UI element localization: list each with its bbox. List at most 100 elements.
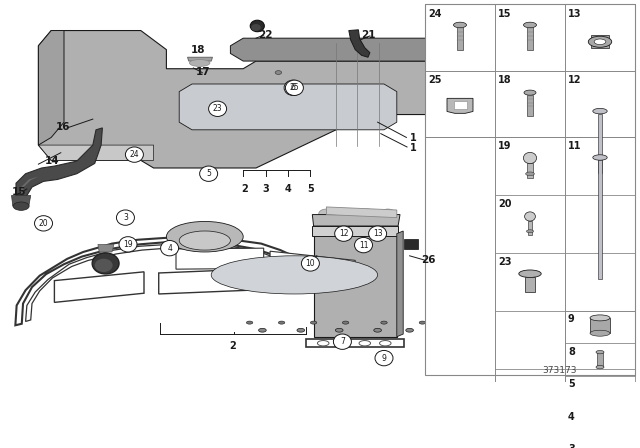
Text: 1: 1 — [410, 143, 417, 153]
Text: 20: 20 — [498, 199, 511, 209]
Ellipse shape — [593, 155, 607, 160]
Text: 18: 18 — [191, 45, 205, 55]
Polygon shape — [26, 244, 351, 322]
Polygon shape — [188, 57, 212, 61]
Text: 11: 11 — [359, 241, 368, 250]
Ellipse shape — [319, 209, 334, 219]
Ellipse shape — [360, 209, 375, 219]
Ellipse shape — [596, 350, 604, 354]
Polygon shape — [16, 128, 102, 202]
Circle shape — [116, 210, 134, 225]
Ellipse shape — [594, 39, 606, 44]
Ellipse shape — [297, 328, 305, 332]
Ellipse shape — [13, 202, 29, 211]
Text: 3: 3 — [262, 184, 269, 194]
Ellipse shape — [95, 258, 113, 272]
Circle shape — [335, 226, 353, 241]
Polygon shape — [397, 231, 403, 337]
Text: 2: 2 — [229, 340, 236, 350]
Bar — [590, 318, 610, 333]
Ellipse shape — [590, 315, 610, 321]
Circle shape — [125, 147, 143, 162]
Ellipse shape — [179, 231, 230, 250]
Ellipse shape — [275, 71, 282, 74]
Ellipse shape — [596, 366, 604, 369]
Polygon shape — [38, 145, 154, 160]
Text: 18: 18 — [498, 75, 511, 85]
Text: 16: 16 — [56, 122, 70, 132]
Bar — [527, 163, 532, 178]
Text: 7: 7 — [340, 337, 345, 346]
Text: 26: 26 — [422, 255, 436, 265]
Polygon shape — [38, 30, 448, 168]
Text: 3: 3 — [568, 444, 575, 448]
Polygon shape — [38, 30, 64, 145]
Circle shape — [369, 226, 387, 241]
Text: 9: 9 — [381, 353, 387, 362]
Ellipse shape — [278, 321, 285, 324]
Text: 2: 2 — [241, 184, 248, 194]
Ellipse shape — [526, 230, 534, 233]
Ellipse shape — [310, 321, 317, 324]
Ellipse shape — [92, 253, 119, 274]
Text: 15: 15 — [12, 187, 26, 197]
Bar — [595, 415, 605, 419]
Ellipse shape — [419, 321, 426, 324]
Polygon shape — [312, 215, 400, 226]
Text: 22: 22 — [259, 30, 273, 40]
Circle shape — [525, 212, 536, 221]
Bar — [457, 27, 463, 51]
Ellipse shape — [342, 321, 349, 324]
Ellipse shape — [246, 321, 253, 324]
Text: 13: 13 — [568, 9, 582, 18]
Circle shape — [200, 166, 218, 181]
Polygon shape — [176, 248, 264, 269]
Ellipse shape — [259, 328, 266, 332]
Polygon shape — [159, 269, 251, 294]
Ellipse shape — [335, 328, 343, 332]
Polygon shape — [312, 226, 398, 236]
Circle shape — [301, 256, 319, 271]
Polygon shape — [54, 272, 144, 302]
Polygon shape — [12, 195, 31, 206]
Bar — [598, 160, 602, 279]
Ellipse shape — [454, 22, 467, 28]
Circle shape — [524, 152, 536, 164]
Text: 23: 23 — [212, 104, 223, 113]
Bar — [597, 419, 603, 435]
Ellipse shape — [406, 328, 413, 332]
Bar — [596, 352, 603, 367]
Text: 25: 25 — [289, 83, 300, 92]
Text: 20: 20 — [38, 219, 49, 228]
Ellipse shape — [588, 36, 612, 47]
Text: 373173: 373173 — [543, 366, 577, 375]
Ellipse shape — [381, 321, 387, 324]
Ellipse shape — [593, 108, 607, 114]
Bar — [425, 4, 635, 375]
Text: 5: 5 — [307, 184, 314, 194]
Text: 14: 14 — [45, 156, 60, 166]
Circle shape — [375, 350, 393, 366]
Bar — [597, 387, 603, 402]
Ellipse shape — [519, 270, 541, 277]
Ellipse shape — [339, 209, 355, 219]
Text: 4: 4 — [285, 184, 291, 194]
Text: 9: 9 — [568, 314, 575, 324]
Text: 4: 4 — [167, 244, 172, 253]
Ellipse shape — [166, 221, 243, 252]
Ellipse shape — [380, 209, 396, 219]
Polygon shape — [98, 244, 114, 252]
Circle shape — [284, 80, 302, 95]
Polygon shape — [314, 234, 397, 337]
Ellipse shape — [524, 90, 536, 95]
Text: 21: 21 — [361, 30, 375, 40]
Polygon shape — [326, 207, 397, 218]
Polygon shape — [21, 177, 38, 195]
Text: 5: 5 — [568, 379, 575, 389]
Ellipse shape — [525, 172, 534, 176]
Text: 19: 19 — [498, 142, 511, 151]
Polygon shape — [454, 101, 467, 109]
Polygon shape — [306, 339, 404, 348]
Text: 25: 25 — [428, 75, 442, 85]
Polygon shape — [15, 237, 366, 325]
